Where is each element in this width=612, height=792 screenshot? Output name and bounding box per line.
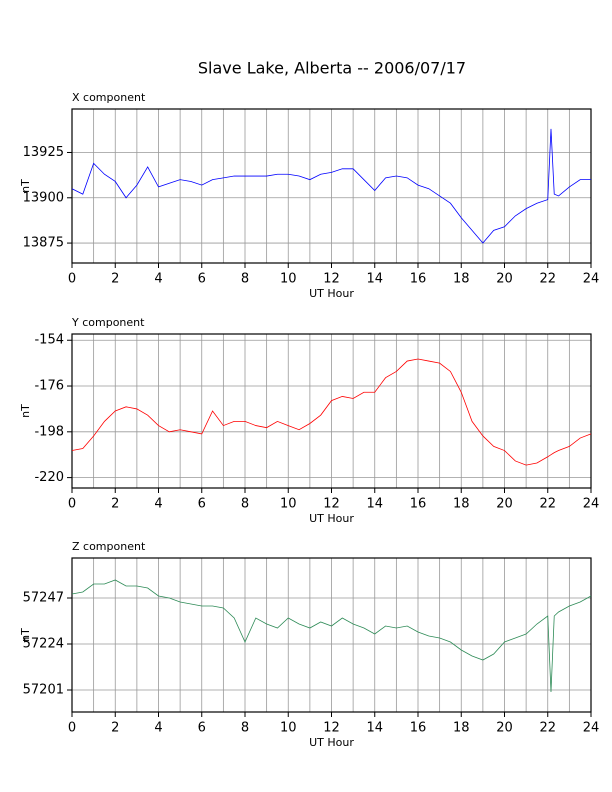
x-tick-label: 20 bbox=[496, 497, 513, 512]
x-tick-label: 24 bbox=[583, 721, 600, 736]
panel-title: Y component bbox=[71, 316, 145, 329]
x-tick-label: 0 bbox=[68, 272, 76, 287]
y-axis-label: nT bbox=[19, 179, 32, 193]
x-tick-label: 22 bbox=[539, 497, 556, 512]
x-tick-label: 16 bbox=[410, 272, 427, 287]
x-tick-label: 14 bbox=[366, 721, 383, 736]
x-tick-label: 24 bbox=[583, 497, 600, 512]
x-tick-label: 14 bbox=[366, 272, 383, 287]
x-tick-label: 10 bbox=[280, 721, 297, 736]
x-tick-label: 14 bbox=[366, 497, 383, 512]
x-tick-label: 22 bbox=[539, 721, 556, 736]
x-tick-label: 4 bbox=[154, 721, 162, 736]
x-tick-label: 0 bbox=[68, 721, 76, 736]
y-tick-label: 57201 bbox=[23, 683, 64, 698]
panel-title: Z component bbox=[72, 540, 146, 553]
y-tick-label: -176 bbox=[34, 379, 64, 394]
x-tick-label: 4 bbox=[154, 497, 162, 512]
x-tick-label: 6 bbox=[198, 497, 206, 512]
y-axis-label: nT bbox=[19, 404, 32, 418]
y-tick-label: -154 bbox=[34, 333, 64, 348]
x-tick-label: 12 bbox=[323, 497, 340, 512]
plot-frame bbox=[71, 333, 592, 489]
x-tick-label: 8 bbox=[241, 721, 249, 736]
x-tick-label: 2 bbox=[111, 721, 119, 736]
x-tick-label: 0 bbox=[68, 497, 76, 512]
x-axis-label: UT Hour bbox=[309, 512, 354, 525]
y-tick-label: 13900 bbox=[23, 190, 64, 205]
x-tick-label: 16 bbox=[410, 497, 427, 512]
plot-frame bbox=[71, 557, 592, 713]
x-tick-label: 18 bbox=[453, 497, 470, 512]
y-tick-label: -198 bbox=[34, 424, 64, 439]
x-axis-label: UT Hour bbox=[309, 736, 354, 749]
x-axis-label: UT Hour bbox=[309, 287, 354, 300]
x-tick-label: 22 bbox=[539, 272, 556, 287]
x-tick-label: 12 bbox=[323, 721, 340, 736]
plot-frame bbox=[71, 108, 592, 264]
x-tick-label: 6 bbox=[198, 721, 206, 736]
x-tick-label: 18 bbox=[453, 721, 470, 736]
x-tick-label: 20 bbox=[496, 721, 513, 736]
x-tick-label: 2 bbox=[111, 497, 119, 512]
x-tick-label: 8 bbox=[241, 272, 249, 287]
x-tick-label: 10 bbox=[280, 272, 297, 287]
series-line bbox=[71, 128, 591, 244]
x-tick-label: 8 bbox=[241, 497, 249, 512]
x-tick-label: 10 bbox=[280, 497, 297, 512]
x-tick-label: 4 bbox=[154, 272, 162, 287]
x-tick-label: 16 bbox=[410, 721, 427, 736]
y-tick-label: 57247 bbox=[23, 591, 64, 606]
x-tick-label: 24 bbox=[583, 272, 600, 287]
page-title: Slave Lake, Alberta -- 2006/07/17 bbox=[198, 59, 466, 78]
x-tick-label: 2 bbox=[111, 272, 119, 287]
y-axis-label: nT bbox=[19, 628, 32, 642]
y-tick-label: -220 bbox=[34, 470, 64, 485]
x-tick-label: 6 bbox=[198, 272, 206, 287]
series-line bbox=[71, 579, 592, 693]
y-tick-label: 13875 bbox=[23, 236, 64, 251]
series-line bbox=[71, 358, 592, 466]
panel-title: X component bbox=[72, 91, 146, 104]
x-tick-label: 18 bbox=[453, 272, 470, 287]
y-tick-label: 57224 bbox=[23, 637, 64, 652]
x-tick-label: 20 bbox=[496, 272, 513, 287]
y-tick-label: 13925 bbox=[23, 145, 64, 160]
x-tick-label: 12 bbox=[323, 272, 340, 287]
